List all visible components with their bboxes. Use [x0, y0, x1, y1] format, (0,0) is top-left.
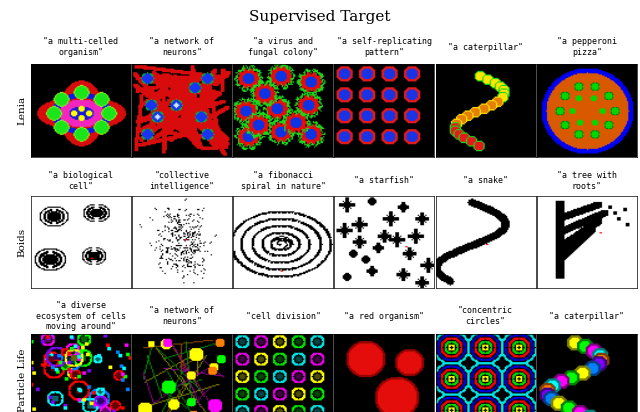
Text: "a network of
neurons": "a network of neurons" — [149, 37, 214, 57]
Text: "cell division": "cell division" — [246, 311, 321, 321]
Text: "a fibonacci
spiral in nature": "a fibonacci spiral in nature" — [241, 171, 326, 191]
Text: "a multi-celled
organism": "a multi-celled organism" — [43, 37, 118, 57]
Text: "a red organism": "a red organism" — [344, 311, 424, 321]
Text: Particle Life: Particle Life — [17, 348, 27, 412]
Text: Lenia: Lenia — [17, 96, 27, 125]
Text: "a caterpillar": "a caterpillar" — [448, 43, 523, 52]
Text: "a biological
cell": "a biological cell" — [48, 171, 113, 191]
Text: "a pepperoni
pizza": "a pepperoni pizza" — [557, 37, 617, 57]
Text: "a starfish": "a starfish" — [355, 176, 414, 185]
Text: "concentric
circles": "concentric circles" — [458, 307, 513, 326]
Text: Boids: Boids — [17, 227, 27, 257]
Text: "a caterpillar": "a caterpillar" — [549, 311, 625, 321]
Text: "a tree with
roots": "a tree with roots" — [557, 171, 617, 191]
Text: Supervised Target: Supervised Target — [249, 10, 391, 24]
Text: "collective
intelligence": "collective intelligence" — [149, 171, 214, 191]
Text: "a diverse
ecosystem of cells
moving around": "a diverse ecosystem of cells moving aro… — [36, 301, 125, 331]
Text: "a self-replicating
pattern": "a self-replicating pattern" — [337, 37, 432, 57]
Text: "a network of
neurons": "a network of neurons" — [149, 307, 214, 326]
Text: "a snake": "a snake" — [463, 176, 508, 185]
Text: "a virus and
fungal colony": "a virus and fungal colony" — [248, 37, 318, 57]
